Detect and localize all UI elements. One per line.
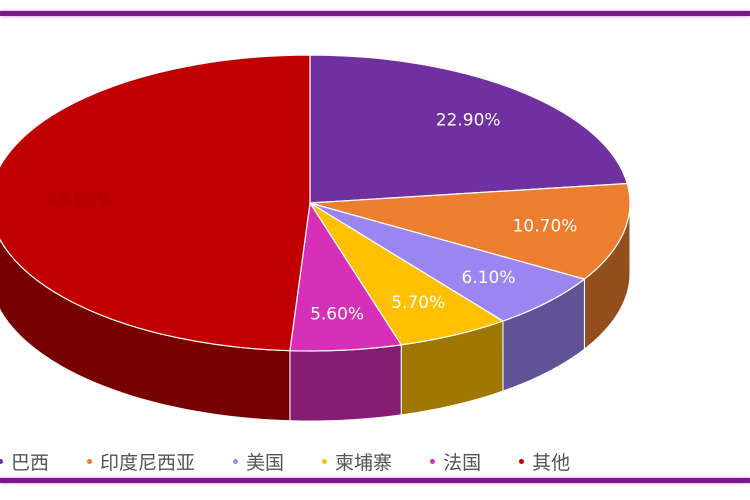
legend-item: 印度尼西亚 (87, 448, 195, 475)
legend-item: 美国 (233, 448, 284, 475)
legend-marker (0, 459, 3, 464)
legend-item: 柬埔寨 (322, 448, 392, 475)
legend: 巴西 印度尼西亚 美国 柬埔寨 法国 其他 (0, 448, 750, 475)
data-label-4: 5.60% (310, 304, 364, 324)
legend-item: 巴西 (0, 448, 49, 475)
top-border (0, 11, 750, 16)
data-label-2: 6.10% (462, 268, 516, 288)
pie-slice-1 (309, 182, 631, 280)
legend-label: 美国 (246, 452, 285, 474)
data-label-1: 10.70% (513, 217, 578, 237)
pie-slice-0 (309, 54, 629, 204)
legend-marker (322, 459, 328, 464)
data-label-0: 22.90% (436, 111, 501, 131)
legend-marker (519, 459, 525, 464)
pie-side-4 (289, 344, 402, 422)
legend-label: 柬埔寨 (335, 452, 393, 474)
legend-label: 巴西 (11, 452, 50, 474)
legend-label: 印度尼西亚 (100, 452, 196, 474)
legend-label: 法国 (443, 452, 482, 474)
pie-slice-5 (0, 54, 311, 352)
data-label-3: 5.70% (391, 293, 445, 313)
pie-slice-2 (309, 202, 586, 322)
legend-item: 法国 (430, 448, 481, 475)
legend-marker (430, 459, 436, 464)
legend-marker (87, 459, 93, 464)
legend-marker (233, 459, 239, 464)
data-label-5: 49.00% (47, 191, 112, 211)
legend-item: 其他 (519, 448, 570, 475)
bottom-border (0, 478, 750, 483)
legend-label: 其他 (532, 452, 571, 474)
